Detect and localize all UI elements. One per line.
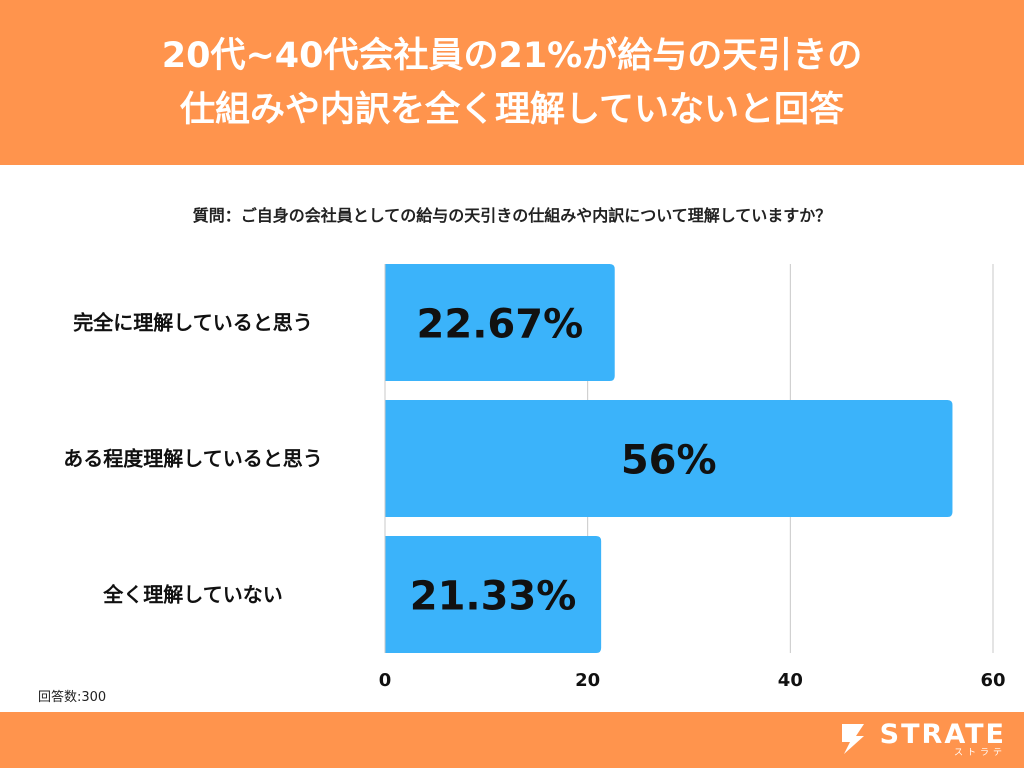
strate-logo: STRATE ストラテ: [834, 720, 1006, 758]
title-banner: 20代~40代会社員の21%が給与の天引きの 仕組みや内訳を全く理解していないと…: [0, 0, 1024, 165]
bar: [385, 400, 953, 517]
x-tick-label: 60: [980, 670, 1005, 691]
title-line-1: 20代~40代会社員の21%が給与の天引きの: [161, 35, 863, 76]
survey-question: 質問：ご自身の会社員としての給与の天引きの仕組みや内訳について理解していますか？: [192, 206, 832, 225]
x-tick-label: 0: [379, 670, 392, 691]
category-label: 完全に理解していると思う: [73, 311, 312, 335]
x-tick-label: 20: [575, 670, 600, 691]
brand-kana: ストラテ: [953, 748, 1006, 758]
bar-value-label: 56%: [621, 438, 717, 484]
bar-value-label: 21.33%: [410, 574, 577, 620]
bar: [385, 536, 602, 653]
x-tick-label: 40: [778, 670, 803, 691]
bar-value-label: 22.67%: [417, 302, 584, 348]
sample-size-note: 回答数:300: [38, 690, 107, 705]
category-label: 全く理解していない: [102, 583, 282, 607]
bar: [385, 264, 615, 381]
title-line-2: 仕組みや内訳を全く理解していないと回答: [180, 89, 844, 130]
category-label: ある程度理解していると思う: [63, 447, 322, 471]
strate-logo-icon: [841, 724, 864, 754]
brand-name: STRATE: [879, 719, 1006, 750]
bar-chart: 22.67% 完全に理解していると思う 56% ある程度理解していると思う 21.33%…: [63, 264, 1006, 691]
footer-banner: STRATE ストラテ: [0, 712, 1024, 768]
